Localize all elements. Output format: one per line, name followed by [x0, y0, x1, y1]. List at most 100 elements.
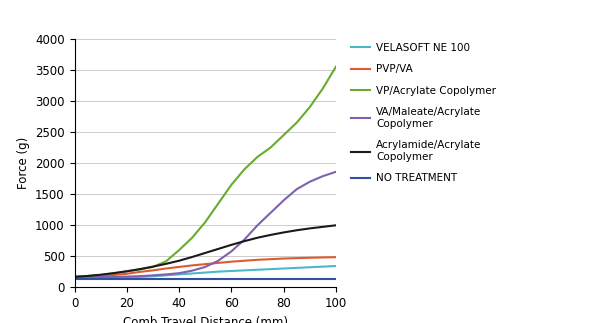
- PVP/VA: [110, 273, 117, 277]
- Line: Acrylamide/Acrylate
Copolymer: Acrylamide/Acrylate Copolymer: [74, 225, 336, 277]
- PVP/VA: [123, 272, 131, 276]
- VA/Maleate/Acrylate
Copolymer: [267, 211, 274, 215]
- NO TREATMENT: [110, 277, 117, 281]
- VA/Maleate/Acrylate
Copolymer: [150, 273, 157, 277]
- PVP/VA: [254, 258, 261, 262]
- Acrylamide/Acrylate
Copolymer: [254, 236, 261, 240]
- VP/Acrylate Copolymer: [136, 267, 144, 271]
- VELASOFT NE 100: [175, 273, 182, 276]
- NO TREATMENT: [175, 277, 182, 281]
- VA/Maleate/Acrylate
Copolymer: [71, 275, 78, 279]
- NO TREATMENT: [201, 277, 209, 281]
- NO TREATMENT: [228, 277, 235, 281]
- Acrylamide/Acrylate
Copolymer: [319, 225, 327, 229]
- Line: VELASOFT NE 100: VELASOFT NE 100: [74, 266, 336, 278]
- VA/Maleate/Acrylate
Copolymer: [254, 224, 261, 227]
- VP/Acrylate Copolymer: [319, 87, 327, 90]
- VA/Maleate/Acrylate
Copolymer: [110, 275, 117, 279]
- Acrylamide/Acrylate
Copolymer: [280, 231, 287, 234]
- VP/Acrylate Copolymer: [201, 220, 209, 224]
- PVP/VA: [228, 260, 235, 264]
- Acrylamide/Acrylate
Copolymer: [175, 259, 182, 263]
- Acrylamide/Acrylate
Copolymer: [293, 228, 300, 232]
- NO TREATMENT: [241, 277, 248, 281]
- Acrylamide/Acrylate
Copolymer: [84, 274, 91, 278]
- VP/Acrylate Copolymer: [188, 236, 195, 240]
- VELASOFT NE 100: [267, 267, 274, 271]
- VELASOFT NE 100: [254, 268, 261, 272]
- Acrylamide/Acrylate
Copolymer: [71, 275, 78, 279]
- VELASOFT NE 100: [136, 275, 144, 279]
- Line: PVP/VA: PVP/VA: [74, 257, 336, 277]
- VA/Maleate/Acrylate
Copolymer: [228, 249, 235, 253]
- PVP/VA: [333, 255, 340, 259]
- VA/Maleate/Acrylate
Copolymer: [333, 170, 340, 174]
- VELASOFT NE 100: [280, 266, 287, 270]
- NO TREATMENT: [280, 277, 287, 281]
- PVP/VA: [215, 261, 222, 265]
- NO TREATMENT: [150, 277, 157, 281]
- PVP/VA: [188, 264, 195, 267]
- VP/Acrylate Copolymer: [241, 167, 248, 171]
- VA/Maleate/Acrylate
Copolymer: [162, 273, 169, 276]
- NO TREATMENT: [254, 277, 261, 281]
- Acrylamide/Acrylate
Copolymer: [150, 265, 157, 269]
- VELASOFT NE 100: [333, 264, 340, 268]
- VELASOFT NE 100: [97, 276, 104, 280]
- VA/Maleate/Acrylate
Copolymer: [123, 275, 131, 278]
- NO TREATMENT: [136, 277, 144, 281]
- Acrylamide/Acrylate
Copolymer: [228, 243, 235, 247]
- PVP/VA: [280, 256, 287, 260]
- Acrylamide/Acrylate
Copolymer: [97, 273, 104, 277]
- VELASOFT NE 100: [188, 272, 195, 276]
- VA/Maleate/Acrylate
Copolymer: [241, 238, 248, 242]
- VELASOFT NE 100: [150, 274, 157, 278]
- NO TREATMENT: [306, 277, 313, 281]
- VELASOFT NE 100: [293, 266, 300, 270]
- VP/Acrylate Copolymer: [333, 65, 340, 69]
- Y-axis label: Force (g): Force (g): [17, 137, 30, 189]
- Acrylamide/Acrylate
Copolymer: [136, 267, 144, 271]
- VA/Maleate/Acrylate
Copolymer: [84, 275, 91, 279]
- NO TREATMENT: [162, 277, 169, 281]
- VELASOFT NE 100: [201, 271, 209, 275]
- VELASOFT NE 100: [84, 276, 91, 280]
- PVP/VA: [267, 257, 274, 261]
- VA/Maleate/Acrylate
Copolymer: [293, 187, 300, 191]
- VP/Acrylate Copolymer: [97, 273, 104, 277]
- NO TREATMENT: [293, 277, 300, 281]
- Acrylamide/Acrylate
Copolymer: [215, 247, 222, 251]
- VELASOFT NE 100: [241, 268, 248, 272]
- VP/Acrylate Copolymer: [267, 146, 274, 150]
- PVP/VA: [150, 268, 157, 272]
- PVP/VA: [175, 265, 182, 269]
- PVP/VA: [306, 256, 313, 260]
- Line: VA/Maleate/Acrylate
Copolymer: VA/Maleate/Acrylate Copolymer: [74, 172, 336, 277]
- VA/Maleate/Acrylate
Copolymer: [175, 271, 182, 275]
- X-axis label: Comb Travel Distance (mm): Comb Travel Distance (mm): [123, 316, 288, 323]
- Acrylamide/Acrylate
Copolymer: [201, 251, 209, 255]
- VA/Maleate/Acrylate
Copolymer: [201, 265, 209, 269]
- Acrylamide/Acrylate
Copolymer: [267, 233, 274, 237]
- NO TREATMENT: [215, 277, 222, 281]
- VP/Acrylate Copolymer: [175, 248, 182, 252]
- NO TREATMENT: [333, 277, 340, 281]
- PVP/VA: [293, 256, 300, 260]
- VELASOFT NE 100: [319, 265, 327, 269]
- VP/Acrylate Copolymer: [280, 133, 287, 137]
- NO TREATMENT: [97, 277, 104, 281]
- NO TREATMENT: [123, 277, 131, 281]
- VP/Acrylate Copolymer: [215, 202, 222, 205]
- VP/Acrylate Copolymer: [150, 265, 157, 269]
- VELASOFT NE 100: [110, 276, 117, 279]
- Line: VP/Acrylate Copolymer: VP/Acrylate Copolymer: [74, 67, 336, 276]
- PVP/VA: [97, 274, 104, 278]
- VP/Acrylate Copolymer: [71, 275, 78, 278]
- VP/Acrylate Copolymer: [123, 269, 131, 273]
- PVP/VA: [84, 275, 91, 278]
- VA/Maleate/Acrylate
Copolymer: [188, 269, 195, 273]
- Acrylamide/Acrylate
Copolymer: [188, 255, 195, 259]
- VELASOFT NE 100: [306, 265, 313, 269]
- VA/Maleate/Acrylate
Copolymer: [215, 259, 222, 263]
- Acrylamide/Acrylate
Copolymer: [110, 271, 117, 275]
